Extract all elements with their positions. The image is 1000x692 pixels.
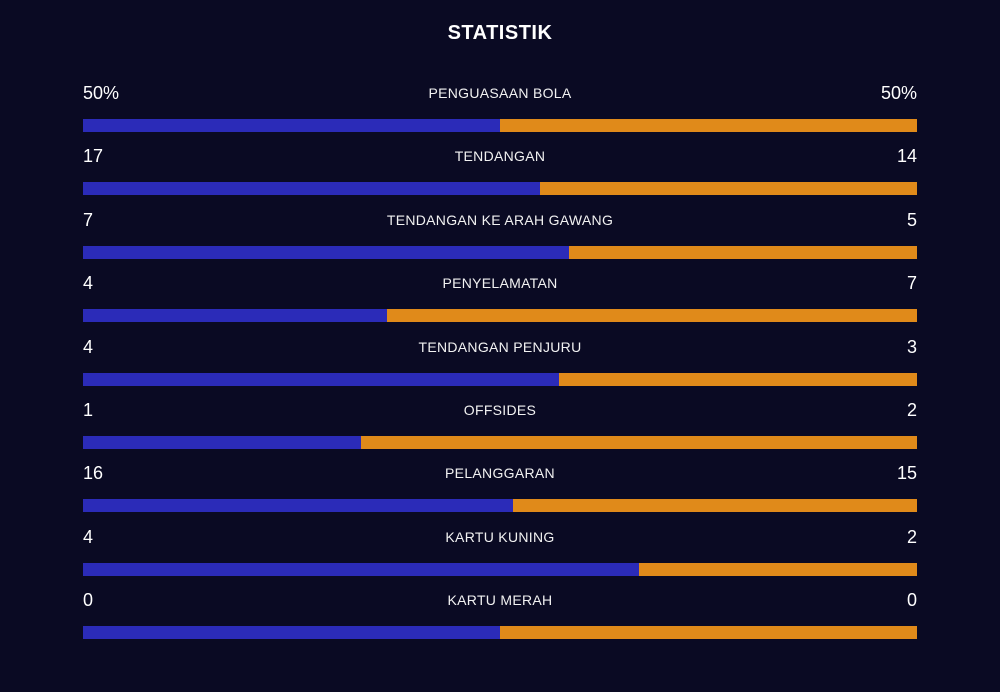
away-value: 7 bbox=[906, 273, 917, 294]
home-bar-segment bbox=[83, 562, 640, 576]
comparison-bar bbox=[83, 372, 917, 386]
away-bar-segment bbox=[360, 435, 917, 449]
comparison-bar bbox=[83, 435, 917, 449]
home-bar-segment bbox=[83, 372, 560, 386]
comparison-bar bbox=[83, 309, 917, 323]
away-value: 15 bbox=[896, 463, 917, 484]
away-bar-segment bbox=[559, 372, 917, 386]
home-bar-segment bbox=[83, 119, 500, 132]
stat-label: PENYELAMATAN bbox=[442, 275, 558, 292]
comparison-bar bbox=[83, 182, 917, 196]
home-bar-segment bbox=[83, 499, 514, 513]
stat-label: PELANGGARAN bbox=[445, 465, 555, 482]
stat-row-red-cards: 0 KARTU MERAH 0 bbox=[83, 587, 917, 650]
home-bar-segment bbox=[83, 626, 500, 640]
stat-label: TENDANGAN PENJURU bbox=[418, 338, 582, 355]
stat-label: TENDANGAN bbox=[454, 148, 546, 165]
stat-row-fouls: 16 PELANGGARAN 15 bbox=[83, 460, 917, 523]
away-bar-segment bbox=[569, 245, 917, 259]
away-value: 2 bbox=[906, 399, 917, 420]
away-bar-segment bbox=[540, 182, 917, 196]
away-value: 14 bbox=[896, 146, 917, 167]
home-bar-segment bbox=[83, 182, 541, 196]
stat-label: PENGUASAAN BOLA bbox=[428, 85, 572, 101]
away-bar-segment bbox=[500, 119, 917, 132]
stat-row-possession: 50% PENGUASAAN BOLA 50% bbox=[83, 80, 917, 143]
away-bar-segment bbox=[500, 626, 917, 640]
home-value: 16 bbox=[83, 463, 104, 484]
panel-title: STATISTIK bbox=[447, 22, 553, 44]
away-value: 0 bbox=[906, 590, 917, 611]
stat-row-saves: 4 PENYELAMATAN 7 bbox=[83, 270, 917, 333]
home-value: 4 bbox=[83, 273, 94, 294]
home-value: 4 bbox=[83, 336, 94, 357]
stat-label: KARTU KUNING bbox=[445, 528, 555, 545]
home-value: 17 bbox=[83, 146, 104, 167]
comparison-bar bbox=[83, 119, 917, 132]
home-value: 0 bbox=[83, 590, 94, 611]
away-value: 5 bbox=[906, 209, 917, 230]
stat-label: OFFSIDES bbox=[463, 401, 537, 418]
stat-row-shots: 17 TENDANGAN 14 bbox=[83, 143, 917, 206]
away-bar-segment bbox=[513, 499, 917, 513]
away-bar-segment bbox=[639, 562, 917, 576]
away-value: 2 bbox=[906, 526, 917, 547]
stat-row-offsides: 1 OFFSIDES 2 bbox=[83, 397, 917, 460]
home-value: 1 bbox=[83, 399, 94, 420]
stat-row-corners: 4 TENDANGAN PENJURU 3 bbox=[83, 334, 917, 397]
comparison-bar bbox=[83, 562, 917, 576]
stat-row-yellow-cards: 4 KARTU KUNING 2 bbox=[83, 524, 917, 587]
stat-label: TENDANGAN KE ARAH GAWANG bbox=[386, 211, 614, 228]
comparison-bar bbox=[83, 499, 917, 513]
home-value: 7 bbox=[83, 209, 94, 230]
comparison-bar bbox=[83, 245, 917, 259]
home-value: 4 bbox=[83, 526, 94, 547]
home-bar-segment bbox=[83, 309, 387, 323]
home-value: 50% bbox=[83, 83, 120, 103]
stats-list: 50% PENGUASAAN BOLA 50% 17 TENDANGAN 14 bbox=[83, 80, 917, 651]
home-bar-segment bbox=[83, 245, 570, 259]
away-bar-segment bbox=[386, 309, 917, 323]
home-bar-segment bbox=[83, 435, 361, 449]
away-value: 50% bbox=[880, 83, 917, 103]
comparison-bar bbox=[83, 626, 917, 640]
away-value: 3 bbox=[906, 336, 917, 357]
stat-label: KARTU MERAH bbox=[447, 592, 553, 609]
stat-row-shots-on-target: 7 TENDANGAN KE ARAH GAWANG 5 bbox=[83, 207, 917, 270]
